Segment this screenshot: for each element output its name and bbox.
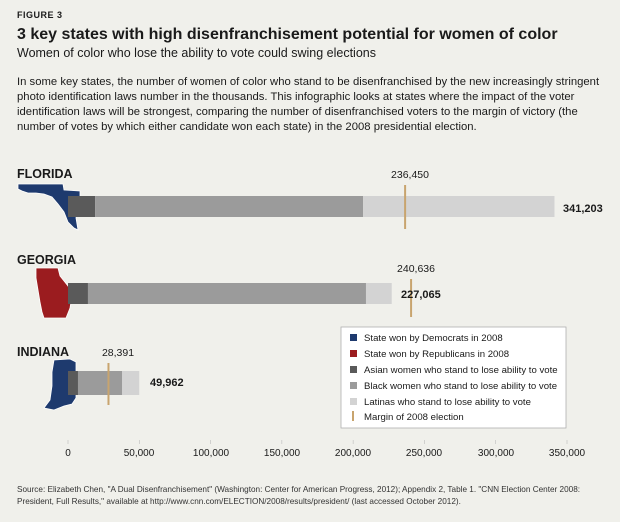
legend-label-black: Black women who stand to lose ability to…	[364, 381, 557, 392]
total-label-indiana: 49,962	[150, 377, 184, 389]
intro-paragraph: In some key states, the number of women …	[17, 76, 600, 133]
tick-label: 200,000	[335, 448, 372, 459]
legend-label-margin: Margin of 2008 election	[364, 412, 464, 423]
tick-label: 50,000	[124, 448, 155, 459]
bar-florida-asian	[68, 196, 96, 217]
legend-box	[340, 326, 567, 429]
bar-indiana-asian	[68, 371, 78, 395]
total-label-florida: 341,203	[563, 203, 603, 215]
bar-florida-latina	[363, 196, 555, 217]
legend-swatch-republican	[350, 350, 357, 357]
tick-label: 0	[65, 448, 71, 459]
georgia-map	[35, 267, 73, 319]
legend-swatch-asian	[350, 366, 357, 373]
legend-label-latina: Latinas who stand to lose ability to vot…	[364, 397, 531, 408]
legend-label-republican: State won by Republicans in 2008	[364, 349, 509, 360]
state-label-florida: FLORIDA	[17, 167, 73, 181]
bar-indiana-black	[77, 371, 123, 395]
figure-label: FIGURE 3	[17, 10, 63, 20]
legend-swatch-margin	[352, 411, 354, 421]
source-note: Source: Elizabeth Chen, "A Dual Disenfra…	[17, 485, 581, 506]
margin-label-indiana: 28,391	[102, 347, 134, 359]
gridlines	[67, 440, 568, 444]
chart-title: 3 key states with high disenfranchisemen…	[17, 26, 558, 43]
total-label-georgia: 227,065	[401, 289, 441, 301]
legend-swatch-democrat	[350, 334, 357, 341]
margin-label-florida: 236,450	[391, 169, 429, 181]
tick-label: 300,000	[478, 448, 515, 459]
tick-label: 150,000	[264, 448, 301, 459]
bar-indiana-latina	[122, 371, 140, 395]
legend-swatch-latina	[350, 398, 357, 405]
legend-label-asian: Asian women who stand to lose ability to…	[364, 365, 558, 376]
legend-swatch-black	[350, 382, 357, 389]
bar-georgia-black	[87, 283, 366, 304]
bar-georgia-latina	[365, 283, 392, 304]
florida-map	[17, 183, 81, 231]
state-label-georgia: GEORGIA	[17, 253, 76, 267]
legend-label-democrat: State won by Democrats in 2008	[364, 333, 503, 344]
legend: State won by Democrats in 2008 State won…	[340, 326, 567, 429]
bar-florida-black	[95, 196, 364, 217]
bar-georgia-asian	[68, 283, 88, 304]
margin-label-georgia: 240,636	[397, 263, 435, 275]
state-label-indiana: INDIANA	[17, 345, 69, 359]
chart-subtitle: Women of color who lose the ability to v…	[17, 46, 376, 60]
tick-label: 250,000	[406, 448, 443, 459]
tick-label: 100,000	[193, 448, 230, 459]
tick-label: 350,000	[549, 448, 586, 459]
bars-group	[68, 185, 555, 405]
